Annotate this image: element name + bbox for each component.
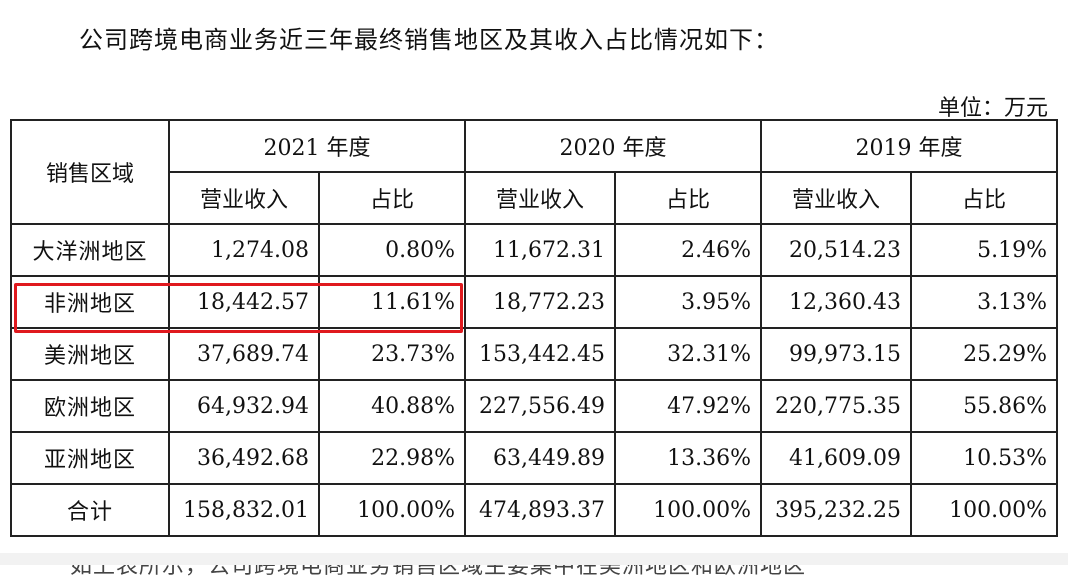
intro-text: 公司跨境电商业务近三年最终销售地区及其收入占比情况如下： bbox=[79, 26, 779, 54]
share-cell: 47.92% bbox=[614, 379, 762, 433]
share-cell: 100.00% bbox=[910, 483, 1058, 537]
revenue-cell: 158,832.01 bbox=[168, 483, 320, 537]
revenue-header: 营业收入 bbox=[168, 171, 320, 225]
region-cell: 大洋洲地区 bbox=[10, 223, 170, 277]
revenue-header: 营业收入 bbox=[464, 171, 616, 225]
region-cell: 亚洲地区 bbox=[10, 431, 170, 485]
revenue-cell: 20,514.23 bbox=[760, 223, 912, 277]
bottom-bar bbox=[0, 553, 1068, 565]
share-cell: 22.98% bbox=[318, 431, 466, 485]
revenue-cell: 63,449.89 bbox=[464, 431, 616, 485]
header-row-metrics: 营业收入 占比 营业收入 占比 营业收入 占比 bbox=[11, 171, 1058, 225]
revenue-cell: 36,492.68 bbox=[168, 431, 320, 485]
unit-label: 单位：万元 bbox=[937, 96, 1048, 121]
table-row: 合计 158,832.01 100.00% 474,893.37 100.00% 395,… bbox=[10, 483, 1058, 537]
share-cell: 100.00% bbox=[614, 483, 762, 537]
share-cell: 32.31% bbox=[614, 327, 762, 381]
revenue-header: 营业收入 bbox=[760, 171, 912, 225]
share-cell: 10.53% bbox=[910, 431, 1058, 485]
share-cell: 25.29% bbox=[910, 327, 1058, 381]
revenue-cell: 64,932.94 bbox=[168, 379, 320, 433]
share-header: 占比 bbox=[910, 171, 1058, 225]
share-cell: 40.88% bbox=[318, 379, 466, 433]
year-header-2019: 2019 年度 bbox=[760, 119, 1058, 173]
share-header: 占比 bbox=[318, 171, 466, 225]
region-header: 销售区域 bbox=[10, 119, 170, 225]
share-cell: 3.13% bbox=[910, 275, 1058, 329]
region-cell: 合计 bbox=[10, 483, 170, 537]
table-body: 大洋洲地区 1,274.08 0.80% 11,672.31 2.46% 20,514.2… bbox=[10, 223, 1058, 537]
share-cell: 0.80% bbox=[318, 223, 466, 277]
share-cell: 100.00% bbox=[318, 483, 466, 537]
table-row: 亚洲地区 36,492.68 22.98% 63,449.89 13.36% 41,609… bbox=[10, 431, 1058, 485]
revenue-cell: 395,232.25 bbox=[760, 483, 912, 537]
table-row: 大洋洲地区 1,274.08 0.80% 11,672.31 2.46% 20,514.2… bbox=[10, 223, 1058, 277]
revenue-cell: 12,360.43 bbox=[760, 275, 912, 329]
year-header-2020: 2020 年度 bbox=[464, 119, 762, 173]
share-header: 占比 bbox=[614, 171, 762, 225]
region-cell: 欧洲地区 bbox=[10, 379, 170, 433]
share-cell: 13.36% bbox=[614, 431, 762, 485]
table-row: 欧洲地区 64,932.94 40.88% 227,556.49 47.92% 220,7… bbox=[10, 379, 1058, 433]
header-row-years: 销售区域 2021 年度 2020 年度 2019 年度 bbox=[10, 119, 1058, 225]
revenue-cell: 37,689.74 bbox=[168, 327, 320, 381]
revenue-cell: 227,556.49 bbox=[464, 379, 616, 433]
share-cell: 2.46% bbox=[614, 223, 762, 277]
revenue-cell: 220,775.35 bbox=[760, 379, 912, 433]
revenue-cell: 41,609.09 bbox=[760, 431, 912, 485]
share-cell: 55.86% bbox=[910, 379, 1058, 433]
highlight-box bbox=[14, 283, 463, 333]
revenue-cell: 99,973.15 bbox=[760, 327, 912, 381]
year-header-2021: 2021 年度 bbox=[168, 119, 466, 173]
region-cell: 美洲地区 bbox=[10, 327, 170, 381]
revenue-cell: 18,772.23 bbox=[464, 275, 616, 329]
share-cell: 5.19% bbox=[910, 223, 1058, 277]
revenue-table: 销售区域 2021 年度 2020 年度 2019 年度 营业收入 占比 营业收… bbox=[10, 119, 1058, 537]
share-cell: 23.73% bbox=[318, 327, 466, 381]
table-row: 美洲地区 37,689.74 23.73% 153,442.45 32.31% 99,97… bbox=[10, 327, 1058, 381]
revenue-cell: 1,274.08 bbox=[168, 223, 320, 277]
share-cell: 3.95% bbox=[614, 275, 762, 329]
revenue-cell: 153,442.45 bbox=[464, 327, 616, 381]
revenue-cell: 474,893.37 bbox=[464, 483, 616, 537]
revenue-cell: 11,672.31 bbox=[464, 223, 616, 277]
